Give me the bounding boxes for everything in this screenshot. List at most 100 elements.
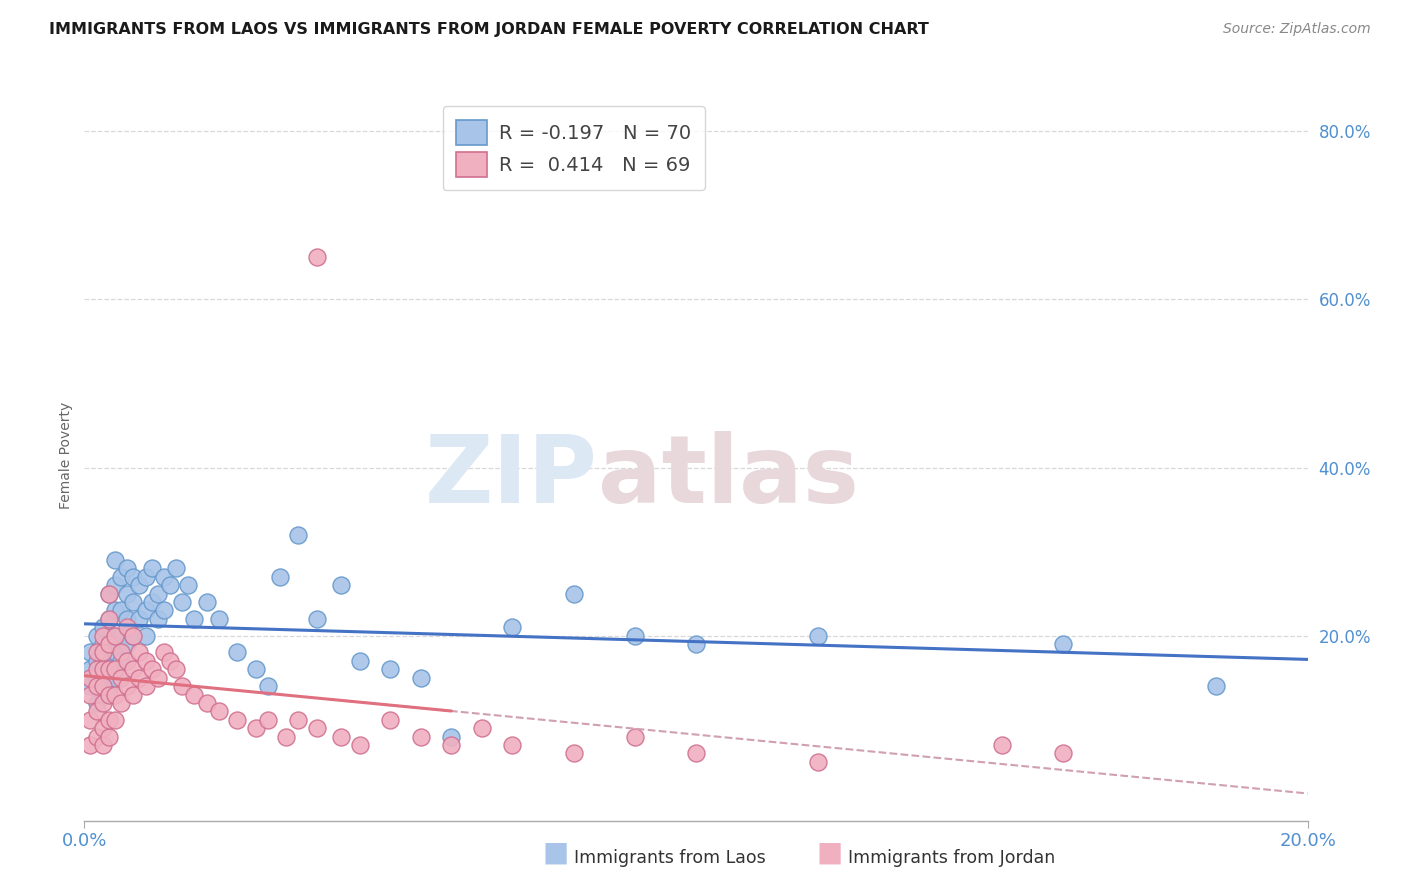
- Point: [562, 587, 585, 601]
- Point: [159, 578, 181, 592]
- Point: [409, 671, 432, 685]
- Point: [624, 629, 647, 643]
- Point: [86, 654, 108, 668]
- Point: [110, 696, 132, 710]
- Point: [79, 713, 101, 727]
- Point: [257, 679, 280, 693]
- Text: Source: ZipAtlas.com: Source: ZipAtlas.com: [1223, 22, 1371, 37]
- Point: [440, 730, 463, 744]
- Point: [104, 578, 127, 592]
- Point: [97, 688, 120, 702]
- Point: [208, 612, 231, 626]
- Point: [79, 645, 101, 659]
- Text: Immigrants from Jordan: Immigrants from Jordan: [848, 849, 1054, 867]
- Point: [146, 587, 169, 601]
- Point: [349, 738, 371, 752]
- Point: [79, 662, 101, 676]
- Point: [91, 662, 114, 676]
- Point: [128, 645, 150, 659]
- Point: [991, 738, 1014, 752]
- Point: [183, 688, 205, 702]
- Point: [97, 637, 120, 651]
- Point: [97, 679, 120, 693]
- Point: [135, 679, 157, 693]
- Point: [128, 671, 150, 685]
- Point: [97, 637, 120, 651]
- Y-axis label: Female Poverty: Female Poverty: [59, 401, 73, 508]
- Point: [380, 713, 402, 727]
- Point: [115, 679, 138, 693]
- Point: [685, 637, 707, 651]
- Point: [562, 747, 585, 761]
- Point: [91, 696, 114, 710]
- Point: [135, 629, 157, 643]
- Point: [110, 603, 132, 617]
- Point: [91, 637, 114, 651]
- Point: [153, 570, 176, 584]
- Point: [330, 730, 353, 744]
- Point: [104, 629, 127, 643]
- Point: [86, 696, 108, 710]
- Point: [305, 612, 328, 626]
- Point: [141, 561, 163, 575]
- Point: [86, 662, 108, 676]
- Point: [115, 654, 138, 668]
- Point: [305, 251, 328, 265]
- Point: [91, 738, 114, 752]
- Point: [172, 679, 194, 693]
- Point: [86, 730, 108, 744]
- Point: [287, 528, 309, 542]
- Point: [146, 671, 169, 685]
- Text: ZIP: ZIP: [425, 431, 598, 523]
- Point: [807, 629, 830, 643]
- Point: [110, 654, 132, 668]
- Point: [122, 662, 145, 676]
- Point: [91, 679, 114, 693]
- Point: [115, 612, 138, 626]
- Point: [104, 645, 127, 659]
- Point: [91, 671, 114, 685]
- Point: [91, 721, 114, 735]
- Point: [135, 654, 157, 668]
- Point: [97, 730, 120, 744]
- Point: [79, 738, 101, 752]
- Point: [183, 612, 205, 626]
- Point: [195, 595, 218, 609]
- Point: [110, 570, 132, 584]
- Point: [97, 662, 120, 676]
- Point: [122, 629, 145, 643]
- Point: [502, 620, 524, 634]
- Point: [141, 662, 163, 676]
- Point: [502, 738, 524, 752]
- Point: [104, 713, 127, 727]
- Point: [104, 629, 127, 643]
- Point: [86, 645, 108, 659]
- Point: [245, 721, 267, 735]
- Point: [91, 629, 114, 643]
- Point: [471, 721, 494, 735]
- Text: IMMIGRANTS FROM LAOS VS IMMIGRANTS FROM JORDAN FEMALE POVERTY CORRELATION CHART: IMMIGRANTS FROM LAOS VS IMMIGRANTS FROM …: [49, 22, 929, 37]
- Point: [349, 654, 371, 668]
- Text: ■: ■: [817, 839, 842, 867]
- Point: [79, 671, 101, 685]
- Point: [159, 654, 181, 668]
- Point: [97, 713, 120, 727]
- Point: [305, 721, 328, 735]
- Point: [97, 587, 120, 601]
- Point: [380, 662, 402, 676]
- Point: [1052, 637, 1074, 651]
- Point: [122, 595, 145, 609]
- Point: [86, 679, 108, 693]
- Point: [91, 654, 114, 668]
- Point: [115, 637, 138, 651]
- Point: [440, 738, 463, 752]
- Point: [110, 645, 132, 659]
- Point: [226, 645, 249, 659]
- Point: [104, 688, 127, 702]
- Point: [141, 595, 163, 609]
- Point: [257, 713, 280, 727]
- Point: [122, 629, 145, 643]
- Point: [135, 570, 157, 584]
- Point: [287, 713, 309, 727]
- Point: [86, 671, 108, 685]
